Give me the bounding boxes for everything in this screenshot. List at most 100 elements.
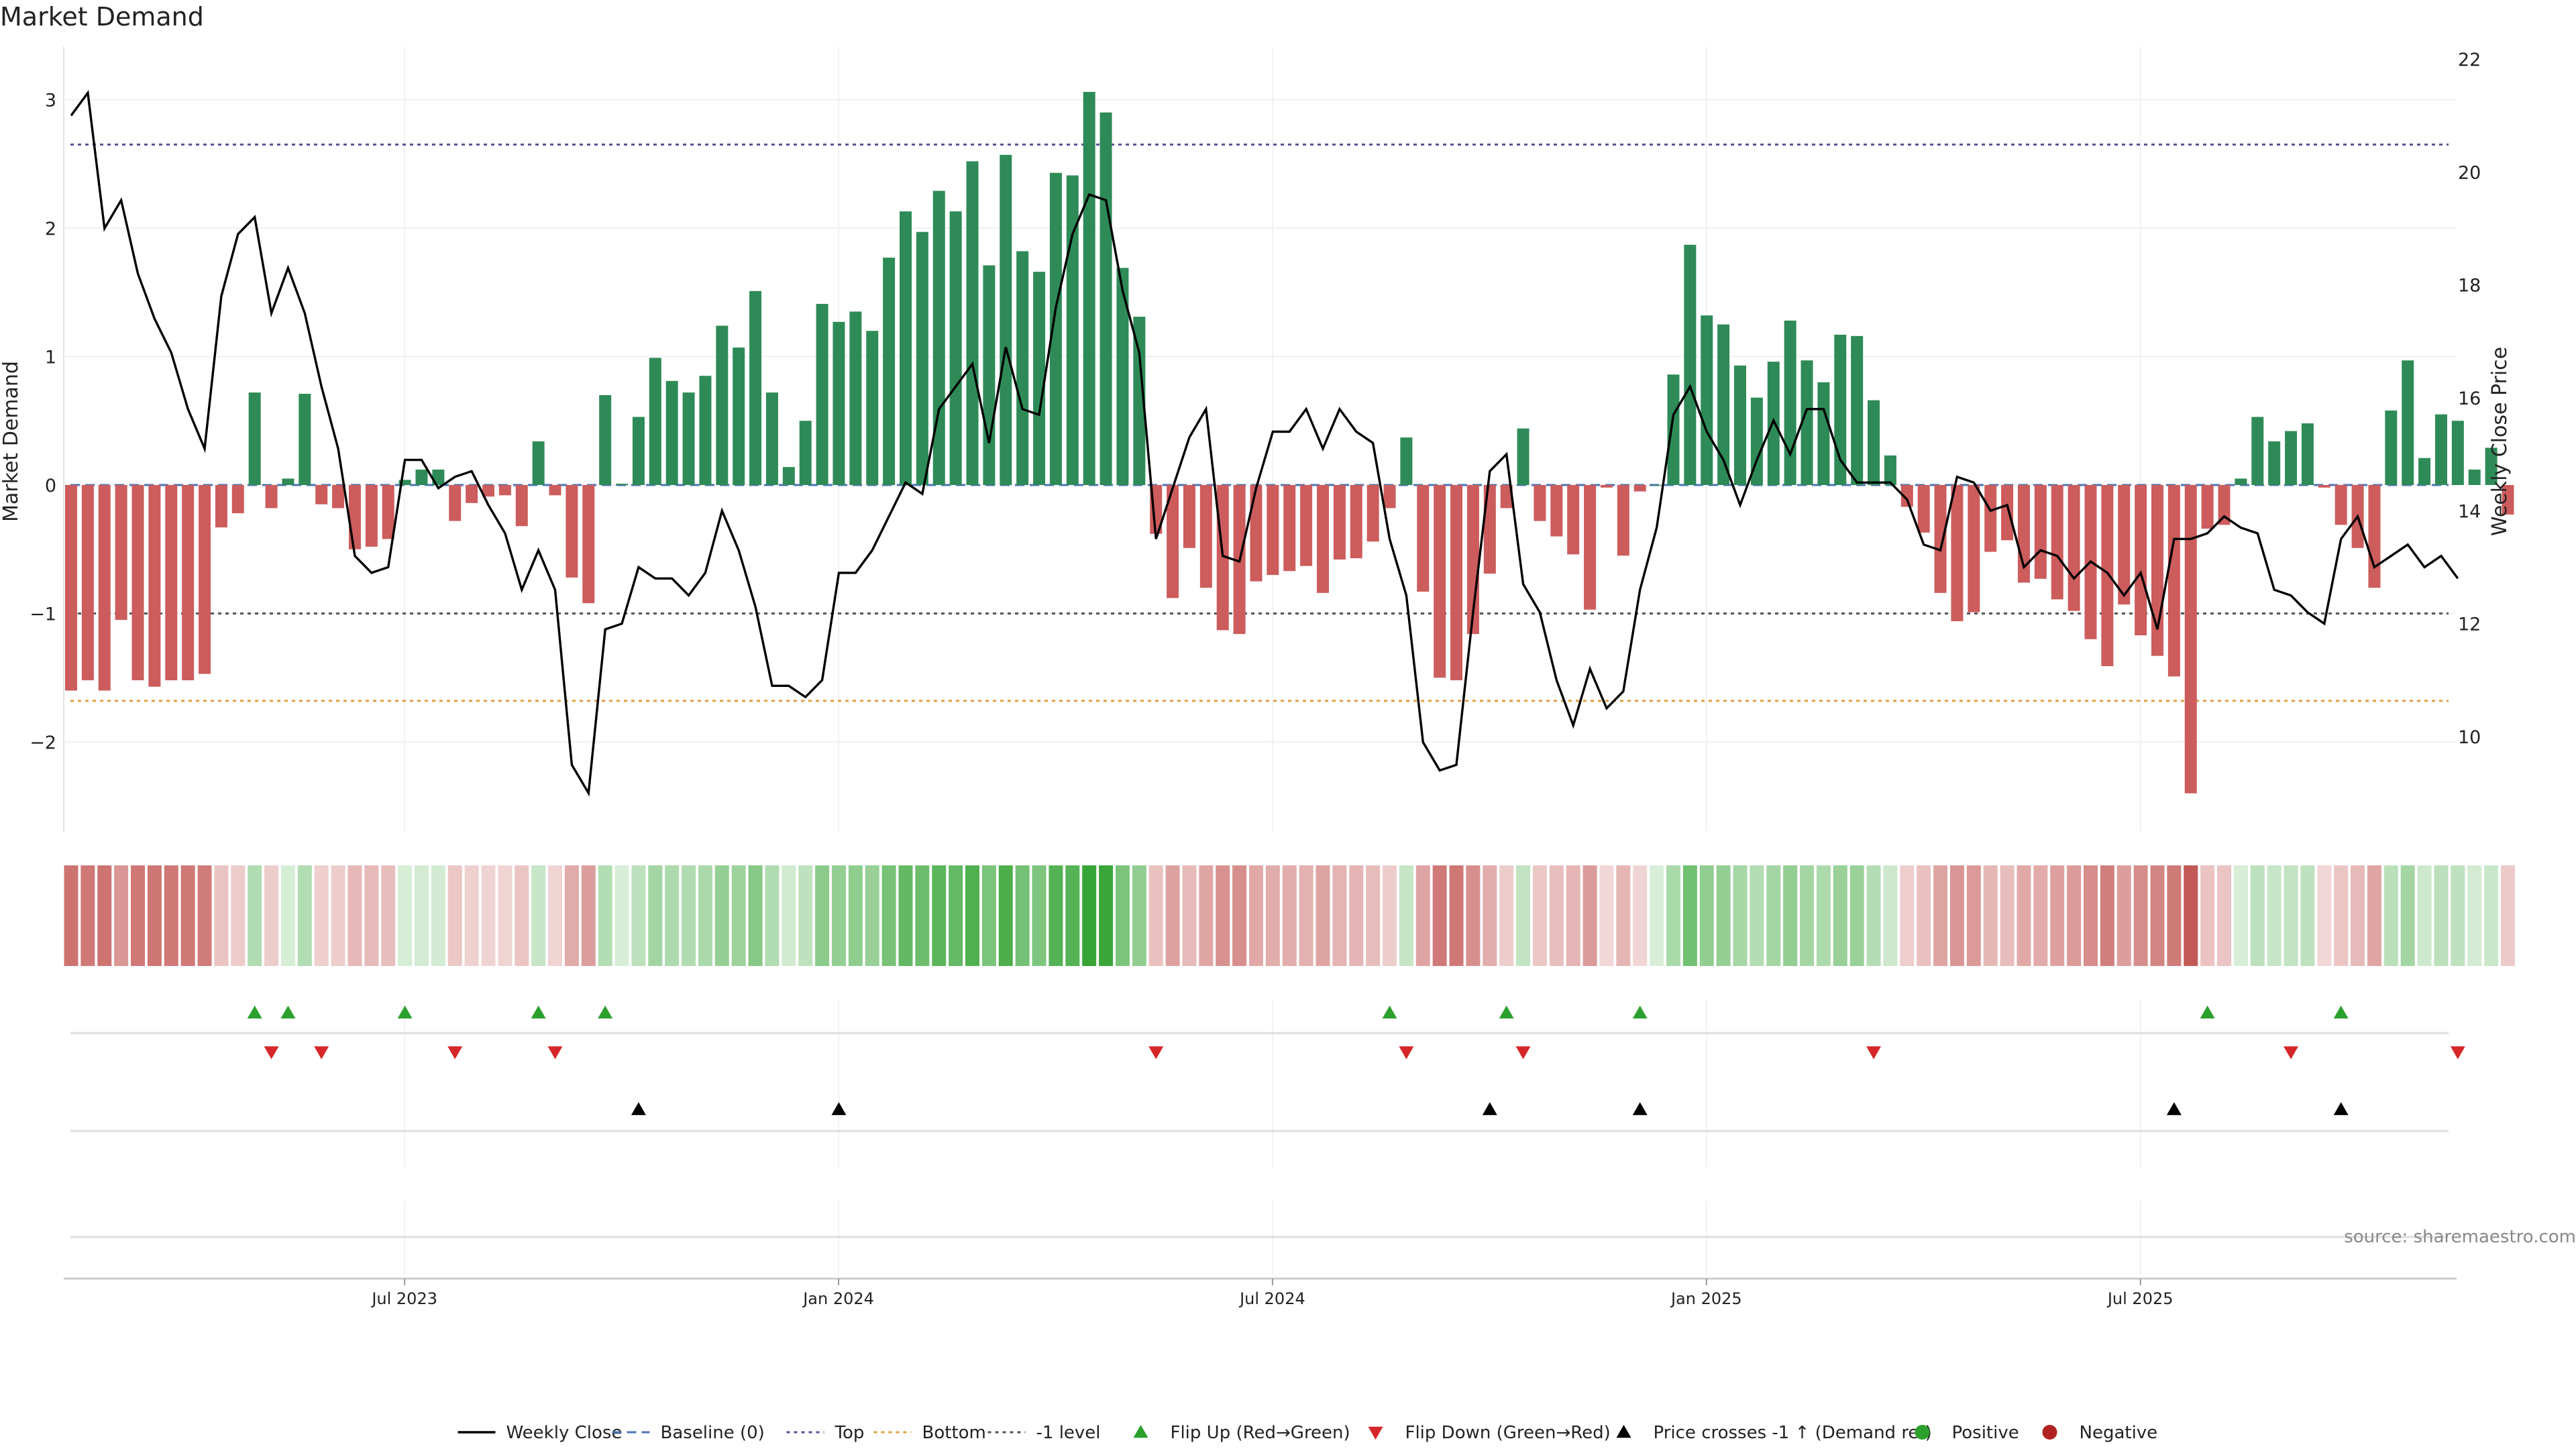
demand-bar (2385, 410, 2398, 485)
heat-strip-cell (431, 865, 445, 966)
heat-strip-cell (364, 865, 379, 966)
legend-item: Price crosses -1 ↑ (Demand ref) (1616, 1423, 1932, 1443)
heat-strip-cell (2351, 865, 2365, 966)
heat-strip-cell (1216, 865, 1230, 966)
demand-bar (1350, 485, 1362, 559)
demand-bar (98, 485, 111, 691)
heat-strip-cell (1800, 865, 1815, 966)
heat-strip-cell (2067, 865, 2082, 966)
flip-up-marker (598, 1006, 613, 1019)
flip-up-marker (1632, 1006, 1648, 1019)
demand-bar (2218, 485, 2231, 525)
demand-bar (816, 303, 828, 485)
flip-up-marker (1499, 1006, 1514, 1019)
heat-strip-cell (698, 865, 712, 966)
demand-bar (382, 485, 394, 539)
demand-bar (1684, 244, 1697, 485)
heat-strip-cell (280, 865, 295, 966)
heat-strip-cell (1115, 865, 1130, 966)
heat-strip-cell (398, 865, 413, 966)
heat-strip-cell (164, 865, 178, 966)
demand-bar (916, 231, 928, 485)
heat-strip-cell (1549, 865, 1564, 966)
heat-strip-cell (881, 865, 896, 966)
heat-strip-cell (548, 865, 563, 966)
heat-strip-cell (848, 865, 863, 966)
heat-strip-cell (665, 865, 680, 966)
flip-up-marker (247, 1006, 262, 1019)
demand-bar (2251, 417, 2264, 485)
heat-strip-cell (2050, 865, 2065, 966)
demand-bar (81, 485, 94, 681)
heat-strip-cell (2133, 865, 2148, 966)
demand-bar (1584, 485, 1597, 610)
heat-strip-cell (2167, 865, 2182, 966)
heat-strip-cell (214, 865, 229, 966)
heat-strip-cell (80, 865, 95, 966)
heat-strip-cell (1099, 865, 1114, 966)
demand-bar (265, 485, 278, 508)
demand-bar (65, 485, 77, 691)
demand-bar (1701, 315, 1713, 485)
heat-strip-cell (147, 865, 162, 966)
chart-title: Market Demand (0, 2, 204, 32)
heat-strip-cell (1432, 865, 1447, 966)
heat-strip-cell (1532, 865, 1547, 966)
heat-strip-cell (1933, 865, 1948, 966)
heat-strip-cell (815, 865, 830, 966)
demand-bar (482, 485, 494, 497)
heat-strip-cell (1733, 865, 1748, 966)
legend-item: -1 level (987, 1423, 1101, 1443)
heat-strip-cell (1132, 865, 1146, 966)
date-axis-ticks: Jul 2023 Jan 2024 Jul 2024 Jan 2025 Jul 2025 (370, 1279, 2174, 1308)
price-cross-marker (1482, 1102, 1497, 1116)
right-tick-label: 18 (2458, 276, 2481, 297)
demand-bar (1300, 485, 1313, 566)
left-tick-label: 0 (45, 476, 56, 496)
demand-bar (1317, 485, 1329, 593)
heat-strip-cell (1316, 865, 1330, 966)
left-tick-label: 3 (45, 91, 56, 111)
demand-bar (1133, 317, 1146, 485)
heat-strip-cell (682, 865, 696, 966)
heat-strip-cell (464, 865, 479, 966)
demand-bar (1817, 382, 1830, 485)
heat-strip-cell (2116, 865, 2131, 966)
heat-strip-cell (331, 865, 345, 966)
heat-strip-cell (180, 865, 195, 966)
demand-bar (415, 470, 428, 485)
heat-strip-cell (1650, 865, 1664, 966)
heat-strip-cell (1699, 865, 1714, 966)
legend-label: Negative (2080, 1423, 2158, 1443)
legend-swatch (1915, 1425, 1930, 1440)
demand-bar (449, 485, 462, 521)
heat-strip-cell (965, 865, 980, 966)
x-tick-label: Jan 2024 (802, 1289, 874, 1308)
heat-strip-cell (1666, 865, 1680, 966)
heat-strip-cell (1849, 865, 1864, 966)
heat-strip-cell (2434, 865, 2449, 966)
heat-strip-cell (598, 865, 612, 966)
flip-down-marker (1148, 1046, 1164, 1059)
demand-bar (1066, 175, 1079, 485)
heat-strip-cell (1282, 865, 1297, 966)
heat-strip-cell (1566, 865, 1580, 966)
heat-strip-cell (1165, 865, 1180, 966)
price-cross-markers (631, 1102, 2349, 1116)
demand-bar (182, 485, 195, 681)
demand-bar (215, 485, 227, 528)
demand-bar (1934, 485, 1947, 593)
demand-bar (2167, 485, 2180, 677)
demand-bar (2268, 441, 2281, 485)
demand-bar (566, 485, 578, 578)
flip-up-marker (280, 1006, 296, 1019)
heat-strip-cell (1866, 865, 1881, 966)
heat-strip-cell (1516, 865, 1531, 966)
demand-bar (1900, 485, 1913, 507)
heat-strip-cell (1049, 865, 1063, 966)
heat-strip-cell (531, 865, 546, 966)
legend-label: Bottom (922, 1423, 986, 1443)
demand-bar (1750, 397, 1763, 485)
heat-strip-cell (297, 865, 312, 966)
